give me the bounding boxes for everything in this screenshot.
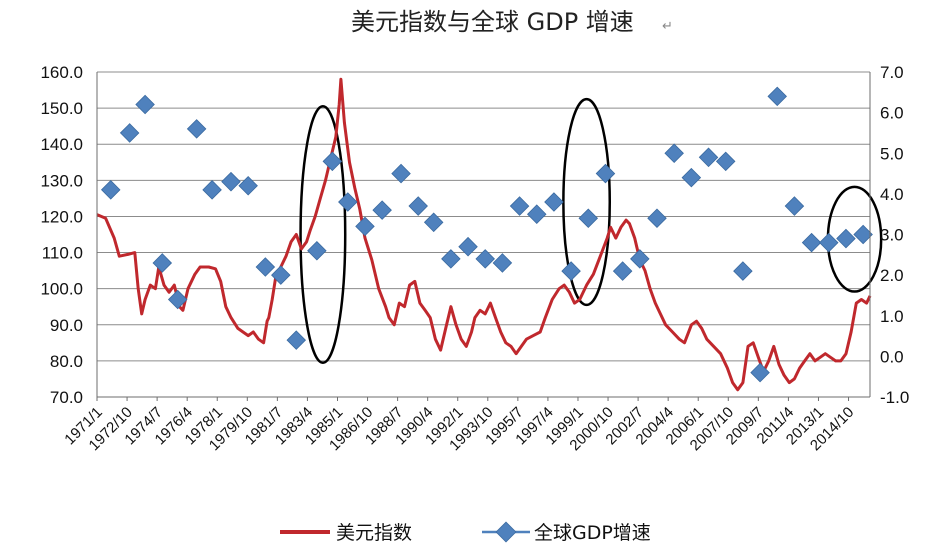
gdp-point (202, 180, 222, 200)
legend-marker-gdp (495, 521, 517, 543)
right-tick-label: 2.0 (880, 266, 904, 285)
gdp-point (475, 249, 495, 269)
gdp-point (221, 171, 241, 192)
gdp-point (647, 208, 667, 229)
legend-label-gdp: 全球GDP增速 (534, 522, 651, 544)
legend-label-usd-index: 美元指数 (336, 522, 412, 544)
gdp-point (458, 236, 478, 257)
gdp-point (238, 175, 258, 196)
gdp-point (338, 192, 358, 212)
gdp-point (836, 228, 856, 249)
highlight-ellipses (299, 97, 883, 364)
left-tick-label: 110.0 (42, 244, 83, 263)
gdp-point (612, 261, 633, 281)
gdp-point (715, 151, 736, 172)
gdp-point (801, 232, 822, 253)
gdp-point (307, 240, 327, 261)
right-tick-label: 5.0 (880, 144, 904, 163)
title-return-mark: ↵ (662, 19, 673, 34)
gdp-point (526, 204, 547, 224)
gdp-point (664, 143, 684, 164)
gdp-point (119, 123, 140, 143)
highlight-ellipse (299, 105, 347, 364)
gdp-point (698, 147, 719, 168)
gdp-point (135, 94, 155, 115)
series-line-usd-index (96, 77, 872, 392)
gdp-point (595, 163, 616, 184)
gdp-point (509, 196, 530, 216)
gdp-point (167, 289, 188, 310)
left-axis-ticks: 70.0 80.0 90.0 100.0 110.0 120.0 130.0 140.0 150… (40, 63, 83, 407)
gdp-point (372, 200, 392, 220)
x-axis-ticks: 1971/11972/101974/71976/41978/11979/1019… (61, 397, 857, 454)
gdp-point (561, 261, 581, 281)
left-tick-label: 120.0 (40, 207, 83, 226)
left-tick-label: 90.0 (50, 316, 83, 335)
right-tick-label: 7.0 (880, 63, 904, 82)
gdp-point (441, 249, 461, 269)
left-tick-label: 160.0 (40, 63, 83, 82)
right-tick-label: -1.0 (880, 388, 909, 407)
left-tick-label: 130.0 (40, 171, 83, 190)
gdp-point (408, 196, 428, 216)
gdp-point (391, 163, 411, 184)
gdp-point (750, 362, 770, 383)
axes (96, 72, 871, 398)
gdp-point (322, 151, 343, 172)
gdp-point (681, 167, 702, 188)
gdp-point (819, 232, 839, 253)
gdp-point (853, 224, 873, 245)
gdp-point (100, 180, 121, 200)
gdp-point (578, 208, 599, 229)
plot-series (96, 77, 873, 392)
right-tick-label: 1.0 (880, 307, 904, 326)
legend: 美元指数 全球GDP增速 (280, 521, 651, 544)
gdp-point (630, 249, 650, 269)
left-tick-label: 80.0 (50, 352, 83, 371)
gdp-point (544, 192, 564, 212)
gdp-point (286, 330, 307, 350)
gdp-point (255, 257, 276, 277)
chart-title: 美元指数与全球 GDP 增速 (351, 8, 634, 36)
right-axis-ticks: -1.0 0.0 1.0 2.0 3.0 4.0 5.0 6.0 7.0 (880, 63, 909, 407)
gdp-point (355, 216, 375, 237)
gdp-point (767, 86, 787, 107)
left-tick-label: 70.0 (50, 388, 83, 407)
right-tick-label: 4.0 (880, 185, 904, 204)
left-tick-label: 100.0 (40, 280, 83, 299)
right-tick-label: 3.0 (880, 226, 904, 245)
gdp-point (423, 212, 444, 233)
left-tick-label: 150.0 (40, 99, 83, 118)
gdp-point (733, 261, 753, 281)
gdp-point (186, 119, 207, 139)
gdp-point (492, 253, 513, 273)
gdp-point (271, 265, 291, 285)
left-tick-label: 140.0 (40, 135, 83, 154)
right-tick-label: 0.0 (880, 347, 904, 366)
gdp-point (152, 253, 173, 273)
right-tick-label: 6.0 (880, 104, 904, 123)
gdp-point (784, 196, 805, 216)
